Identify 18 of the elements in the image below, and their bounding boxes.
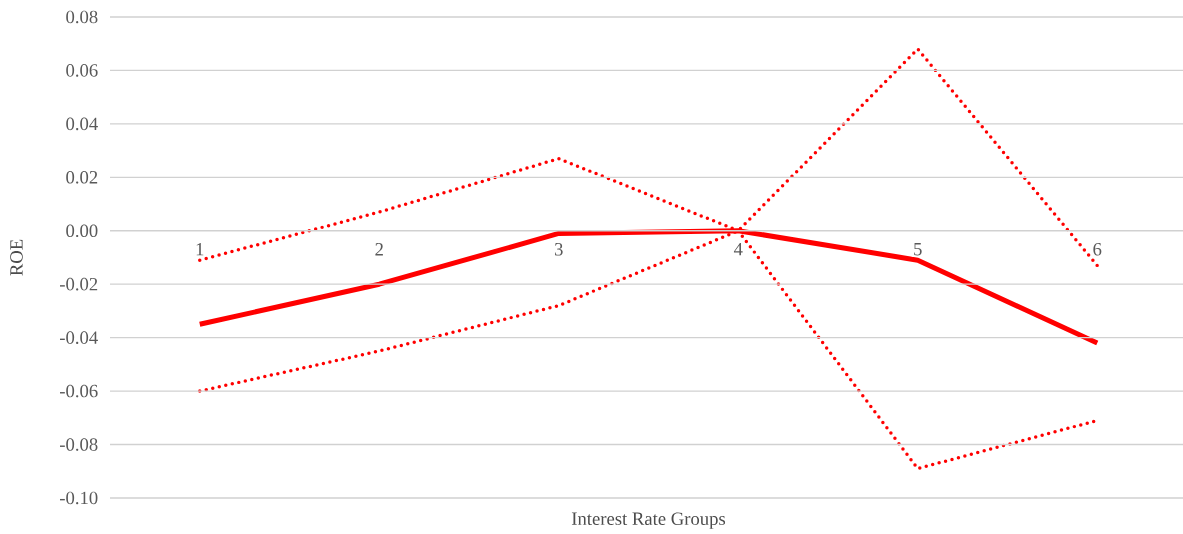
y-axis-title: ROE [10,239,23,276]
x-tick-label: 3 [554,243,563,256]
y-tick-label: -0.04 [59,331,98,344]
x-tick-label: 1 [196,243,204,256]
y-tick-label: 0.08 [66,10,98,24]
x-axis-title: Interest Rate Groups [571,512,726,529]
y-tick-label: -0.08 [59,438,98,451]
y-tick-label: 0.00 [66,224,98,238]
y-tick-label: 0.04 [66,117,98,131]
y-tick-label: -0.10 [59,491,98,505]
y-tick-label: 0.06 [66,64,98,77]
y-tick-label: 0.02 [66,170,98,184]
x-tick-label: 4 [733,243,743,256]
x-tick-label: 5 [914,243,922,256]
x-tick-label: 2 [375,243,383,256]
y-tick-label: -0.02 [59,277,98,291]
y-tick-label: -0.06 [59,384,98,398]
x-tick-label: 6 [1093,243,1102,256]
